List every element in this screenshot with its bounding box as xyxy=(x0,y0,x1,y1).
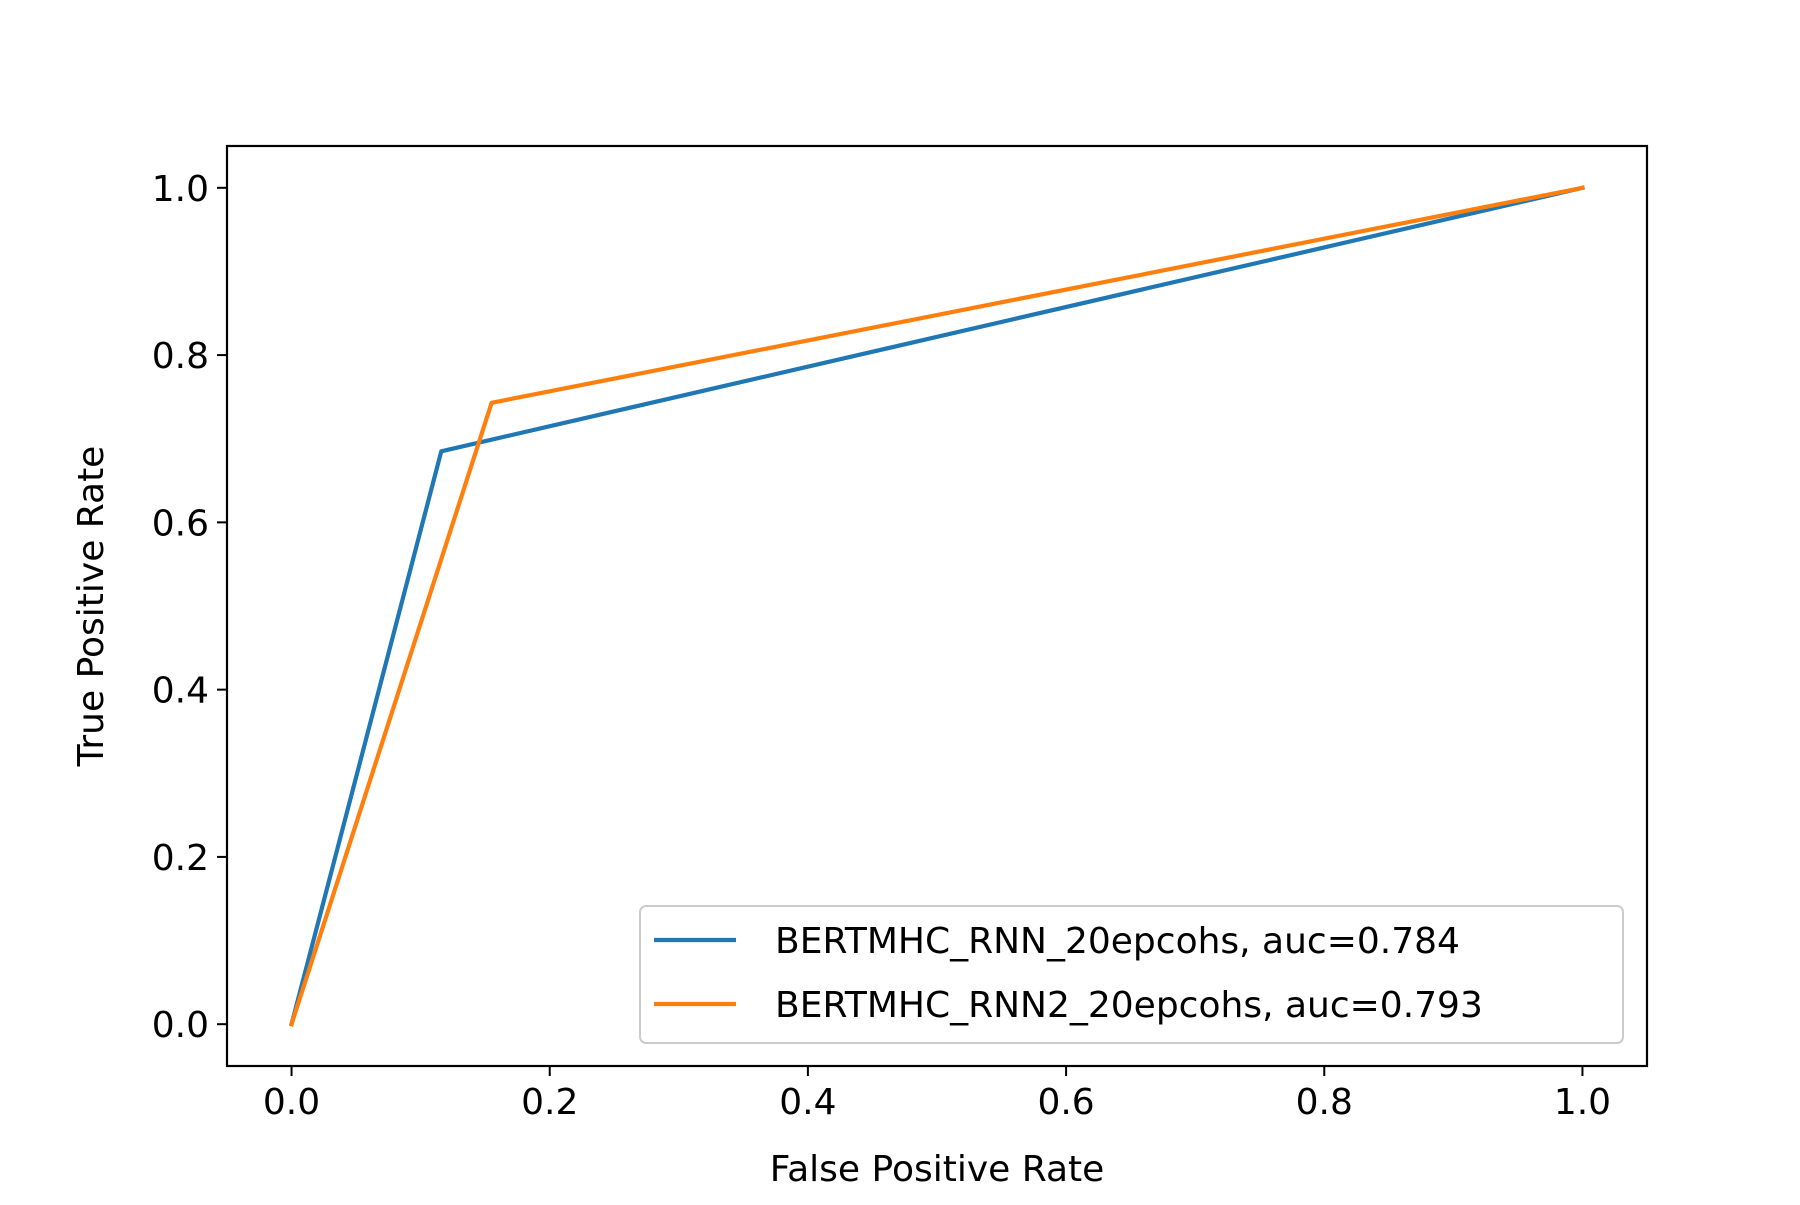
axes: 0.0 0.2 0.4 0.6 0.8 1.0 0.0 0.2 0.4 0.6 0.8 1.0 Fals… xyxy=(71,144,1649,1190)
x-axis-title: False Positive Rate xyxy=(770,1149,1105,1190)
plot-area xyxy=(288,185,1585,1027)
axes-frame xyxy=(225,144,1649,1068)
y-tick-label: 0.0 xyxy=(152,1005,209,1046)
y-tick-label: 0.8 xyxy=(152,336,209,377)
y-tick-label: 0.6 xyxy=(152,503,209,544)
legend-label-1: BERTMHC_RNN_20epcohs, auc=0.784 xyxy=(775,921,1460,962)
x-tick-label: 0.6 xyxy=(1037,1082,1094,1123)
x-tick-label: 1.0 xyxy=(1554,1082,1611,1123)
y-tick-label: 0.2 xyxy=(152,838,209,879)
y-axis-title: True Positive Rate xyxy=(71,446,112,768)
legend-label-2: BERTMHC_RNN2_20epcohs, auc=0.793 xyxy=(775,985,1483,1026)
x-tick-label: 0.4 xyxy=(779,1082,836,1123)
series-line-2 xyxy=(288,185,1585,1027)
series-line-1 xyxy=(288,185,1585,1027)
y-tick-label: 0.4 xyxy=(152,671,209,712)
x-tick-label: 0.8 xyxy=(1296,1082,1353,1123)
y-tick-label: 1.0 xyxy=(152,169,209,210)
legend: BERTMHC_RNN_20epcohs, auc=0.784 BERTMHC_R… xyxy=(639,905,1624,1044)
x-tick-label: 0.2 xyxy=(521,1082,578,1123)
x-tick-label: 0.0 xyxy=(263,1082,320,1123)
legend-box xyxy=(639,905,1624,1044)
